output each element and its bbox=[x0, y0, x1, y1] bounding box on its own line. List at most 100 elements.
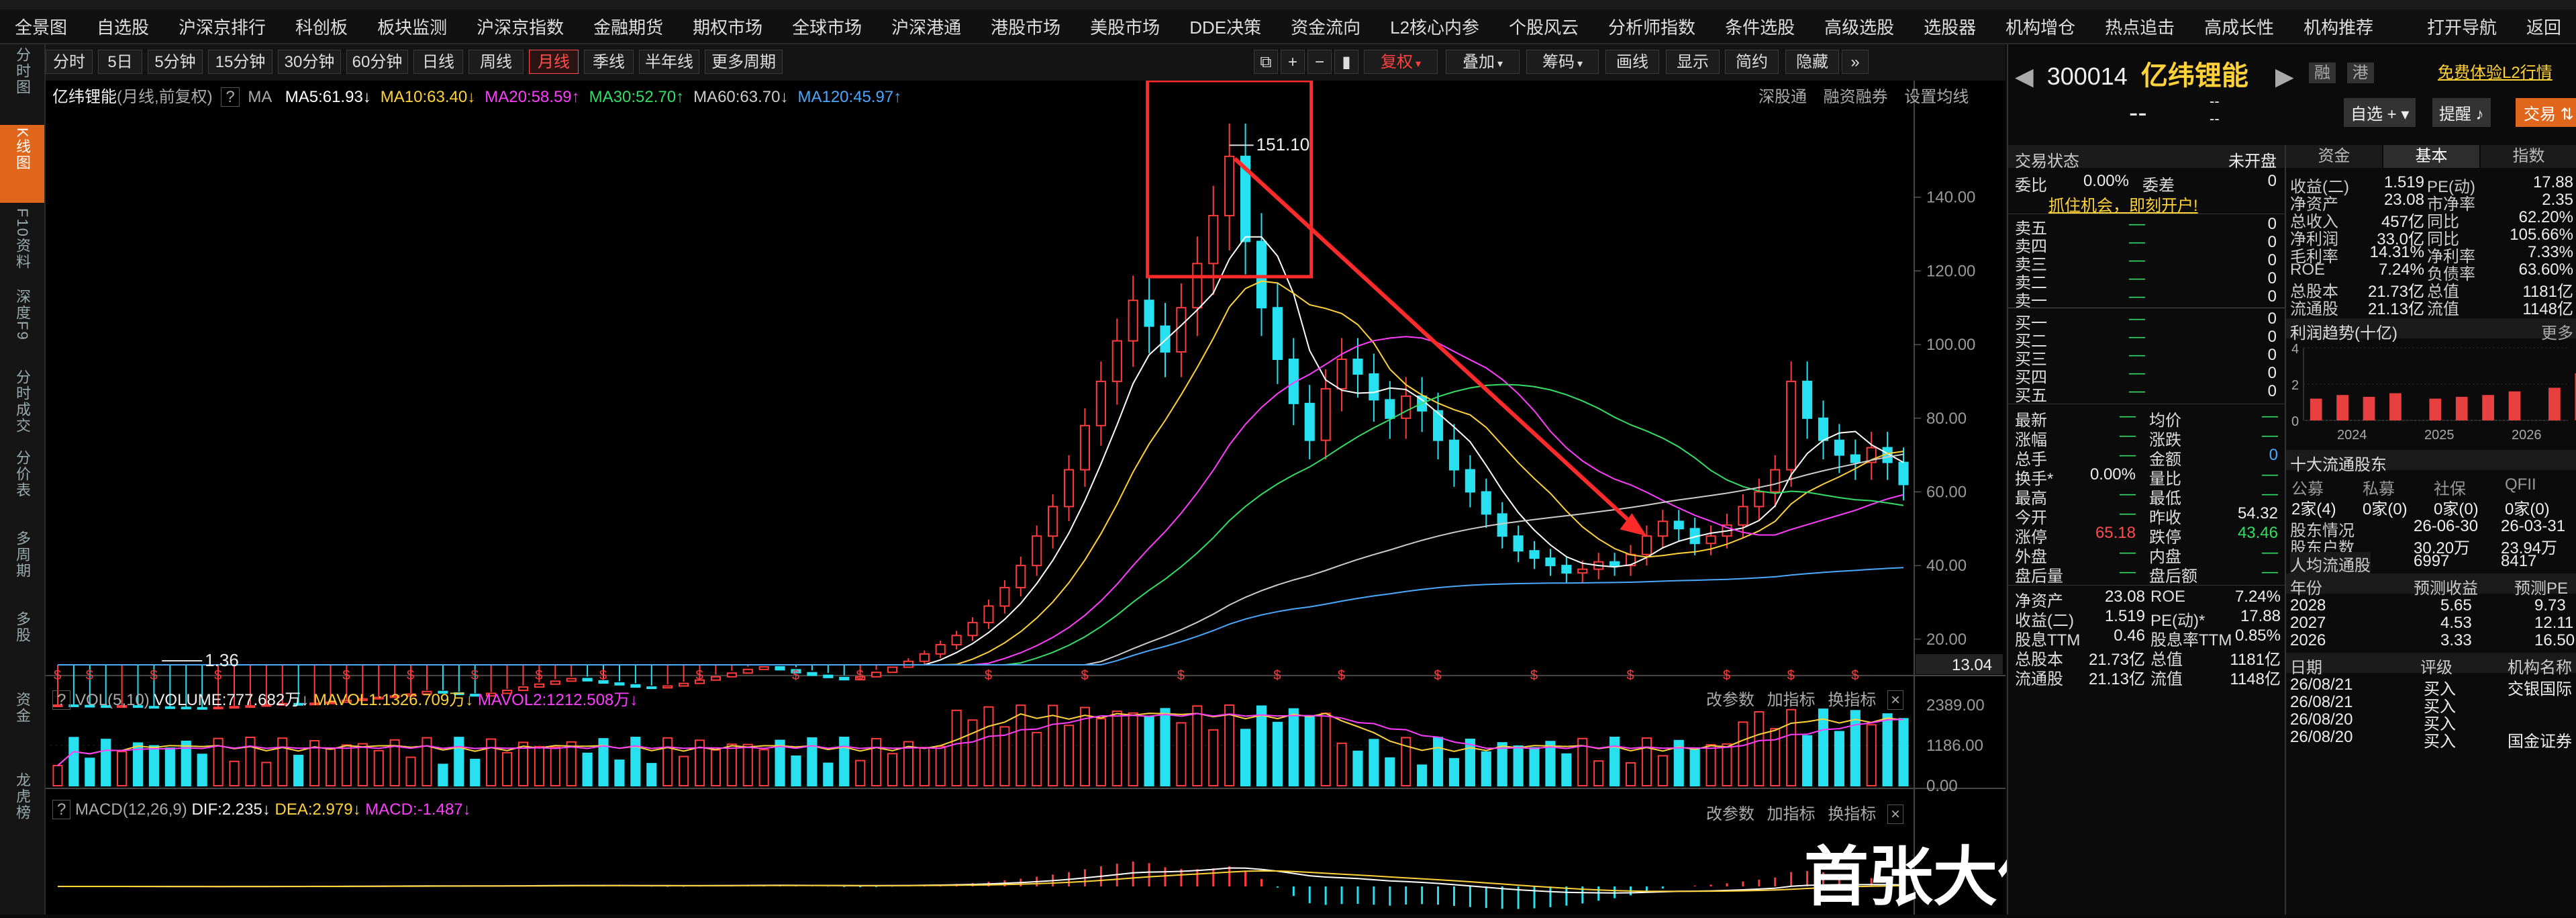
nav-item-8[interactable]: 全球市场 bbox=[792, 17, 862, 38]
tool-3[interactable]: 画线 bbox=[1605, 50, 1659, 74]
period-tab-9[interactable]: 季线 bbox=[584, 50, 634, 74]
promo-link[interactable]: 免费体验L2行情 bbox=[2438, 64, 2553, 82]
nav-item-3[interactable]: 科创板 bbox=[295, 17, 348, 38]
fund-tab-1[interactable]: 基本 bbox=[2383, 145, 2479, 168]
fund-tab-0[interactable]: 资金 bbox=[2286, 145, 2382, 168]
alert-button[interactable]: 提醒 ♪ bbox=[2432, 98, 2491, 127]
nav-item-18[interactable]: 高级选股 bbox=[1824, 17, 1895, 38]
nav-item-21[interactable]: 热点追击 bbox=[2105, 17, 2175, 38]
sidebar-item-3[interactable]: 深度F9 bbox=[0, 286, 44, 364]
nav-item-17[interactable]: 条件选股 bbox=[1725, 17, 1795, 38]
bar-icon[interactable]: ▮ bbox=[1334, 50, 1358, 74]
nav-item-10[interactable]: 港股市场 bbox=[991, 17, 1061, 38]
nav-item-19[interactable]: 选股器 bbox=[1924, 17, 1977, 38]
tool-0[interactable]: 复权 ▾ bbox=[1364, 50, 1438, 74]
nav-item-2[interactable]: 沪深京排行 bbox=[179, 17, 266, 38]
fund-tab-2[interactable]: 指数 bbox=[2481, 145, 2576, 168]
rating-value: 买入 bbox=[2424, 733, 2456, 751]
period-tab-5[interactable]: 60分钟 bbox=[346, 50, 408, 74]
sidebar-item-9[interactable]: 龙虎榜 bbox=[0, 770, 44, 847]
next-stock-icon[interactable]: ▶ bbox=[2275, 62, 2294, 90]
sidebar-item-8[interactable]: 资金 bbox=[0, 689, 44, 767]
nav-item-4[interactable]: 板块监测 bbox=[377, 17, 448, 38]
prev-stock-icon[interactable]: ◀ bbox=[2015, 62, 2034, 90]
candle bbox=[148, 665, 160, 709]
nav-item-13[interactable]: 资金流向 bbox=[1291, 17, 1361, 38]
tool-4[interactable]: 显示 bbox=[1666, 50, 1720, 74]
fast-forward-icon[interactable]: » bbox=[1842, 50, 1869, 74]
chart-help-button[interactable]: ? bbox=[221, 87, 240, 107]
zoom-out-icon[interactable]: − bbox=[1307, 50, 1332, 74]
tool-2[interactable]: 筹码 ▾ bbox=[1526, 50, 1599, 74]
nav-item-7[interactable]: 期权市场 bbox=[693, 17, 763, 38]
fund-label: 流值 bbox=[2150, 670, 2183, 688]
nav-item-9[interactable]: 沪深港通 bbox=[891, 17, 962, 38]
nav-item-25[interactable]: 返回 bbox=[2526, 17, 2561, 38]
sidebar-item-4[interactable]: 分时成交 bbox=[0, 367, 44, 445]
nav-item-6[interactable]: 金融期货 bbox=[593, 17, 664, 38]
tool-6[interactable]: 隐藏 bbox=[1785, 50, 1839, 74]
current-price-tag bbox=[1916, 654, 2003, 674]
watchlist-button[interactable]: 自选 + ▾ bbox=[2344, 98, 2416, 127]
link-ma-setting[interactable]: 设置均线 bbox=[1904, 88, 1969, 106]
sidebar-item-2[interactable]: F10资料 bbox=[0, 205, 44, 283]
macd-add-indicator[interactable]: 加指标 bbox=[1767, 805, 1816, 823]
tool-5[interactable]: 简约 bbox=[1725, 50, 1779, 74]
sidebar-item-6[interactable]: 多周期 bbox=[0, 528, 44, 606]
period-tab-2[interactable]: 5分钟 bbox=[148, 50, 203, 74]
sidebar-item-5[interactable]: 分价表 bbox=[0, 447, 44, 525]
period-tab-1[interactable]: 5日 bbox=[98, 50, 142, 74]
sidebar-item-1[interactable]: K线图 bbox=[0, 125, 44, 203]
sidebar-item-0[interactable]: 分时图 bbox=[0, 44, 44, 122]
buy-volume: 0 bbox=[2267, 382, 2277, 400]
nav-item-12[interactable]: DDE决策 bbox=[1189, 17, 1262, 38]
vol-close-icon[interactable]: × bbox=[1887, 690, 1904, 710]
period-tab-4[interactable]: 30分钟 bbox=[278, 50, 341, 74]
tool-1[interactable]: 叠加 ▾ bbox=[1446, 50, 1520, 74]
macd-switch-indicator[interactable]: 换指标 bbox=[1828, 805, 1877, 823]
nav-item-15[interactable]: 个股风云 bbox=[1509, 17, 1579, 38]
period-tab-3[interactable]: 15分钟 bbox=[208, 50, 273, 74]
nav-item-5[interactable]: 沪深京指数 bbox=[477, 17, 564, 38]
macd-change-param[interactable]: 改参数 bbox=[1706, 805, 1754, 823]
period-tab-10[interactable]: 半年线 bbox=[639, 50, 699, 74]
vol-switch-indicator[interactable]: 换指标 bbox=[1828, 691, 1877, 709]
link-shengutong[interactable]: 深股通 bbox=[1758, 88, 1807, 106]
link-margin[interactable]: 融资融券 bbox=[1823, 88, 1888, 106]
period-tab-11[interactable]: 更多周期 bbox=[705, 50, 783, 74]
vol-add-indicator[interactable]: 加指标 bbox=[1767, 691, 1816, 709]
dea-line bbox=[58, 870, 1904, 892]
zoom-in-icon[interactable]: + bbox=[1281, 50, 1305, 74]
open-account-link[interactable]: 抓住机会，即刻开户! bbox=[2048, 197, 2198, 215]
profit-more-link[interactable]: 更多 bbox=[2541, 324, 2573, 342]
tag-margin[interactable]: 融 bbox=[2309, 62, 2336, 83]
tag-hk[interactable]: 港 bbox=[2346, 62, 2374, 83]
stat-value: 0.00% bbox=[2089, 465, 2136, 484]
nav-item-14[interactable]: L2核心内参 bbox=[1390, 17, 1480, 38]
nav-item-1[interactable]: 自选股 bbox=[97, 17, 150, 38]
fund-value: 1.519 bbox=[2104, 607, 2145, 625]
macd-close-icon[interactable]: × bbox=[1887, 805, 1904, 824]
period-tab-0[interactable]: 分时 bbox=[46, 50, 93, 74]
nav-item-20[interactable]: 机构增仓 bbox=[2005, 17, 2076, 38]
macd-help-button[interactable]: ? bbox=[52, 800, 71, 819]
volume-bar bbox=[614, 760, 625, 787]
nav-item-16[interactable]: 分析师指数 bbox=[1608, 17, 1696, 38]
nav-item-24[interactable]: 打开导航 bbox=[2426, 17, 2497, 38]
nav-item-23[interactable]: 机构推荐 bbox=[2303, 17, 2374, 38]
period-tab-7[interactable]: 周线 bbox=[468, 50, 524, 74]
vol-help-button[interactable]: ? bbox=[52, 690, 71, 710]
nav-item-11[interactable]: 美股市场 bbox=[1090, 17, 1160, 38]
sidebar-item-7[interactable]: 多股 bbox=[0, 608, 44, 686]
trade-button[interactable]: 交易 ⇅ bbox=[2516, 98, 2576, 127]
crop-icon[interactable]: ⧉ bbox=[1254, 50, 1278, 74]
sell-row: 卖三 — 0 bbox=[2008, 251, 2285, 274]
candle bbox=[582, 665, 593, 682]
kline-chart[interactable]: 20.00 40.00 60.00 80.00 100.00 120.00 140.00 13… bbox=[46, 81, 2005, 915]
period-tab-8[interactable]: 月线 bbox=[529, 50, 579, 74]
period-tab-6[interactable]: 日线 bbox=[413, 50, 463, 74]
nav-item-0[interactable]: 全景图 bbox=[15, 17, 68, 38]
volume-bar bbox=[1079, 706, 1091, 787]
nav-item-22[interactable]: 高成长性 bbox=[2204, 17, 2275, 38]
vol-change-param[interactable]: 改参数 bbox=[1706, 691, 1754, 709]
